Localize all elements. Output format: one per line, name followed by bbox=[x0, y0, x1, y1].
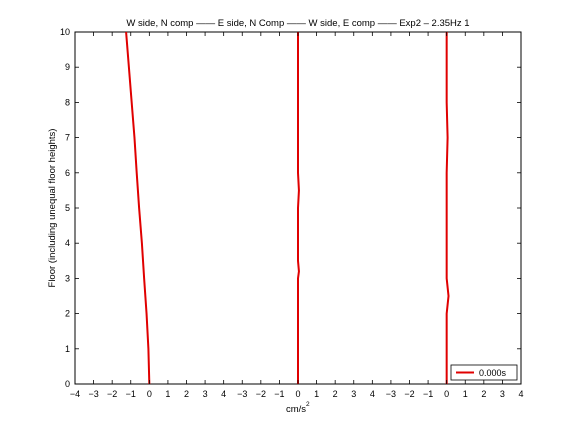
x-tick-label: 0 bbox=[295, 389, 300, 399]
x-axis-label: cm/s 2 bbox=[286, 401, 310, 415]
y-axis-label: Floor (including unequal floor heights) bbox=[47, 129, 58, 288]
x-tick-label: 0 bbox=[147, 389, 152, 399]
y-tick-label: 4 bbox=[65, 238, 70, 248]
x-tick-label: 3 bbox=[500, 389, 505, 399]
x-tick-label: 4 bbox=[370, 389, 375, 399]
x-axis-label-text: cm/s bbox=[286, 404, 306, 415]
x-tick-label: −2 bbox=[256, 389, 266, 399]
y-tick-label: 8 bbox=[65, 97, 70, 107]
series-line-panel-3 bbox=[445, 32, 450, 384]
x-tick-label: −1 bbox=[423, 389, 433, 399]
x-tick-label: 1 bbox=[165, 389, 170, 399]
x-tick-label: 4 bbox=[221, 389, 226, 399]
x-tick-label: 4 bbox=[518, 389, 523, 399]
y-tick-label: 3 bbox=[65, 273, 70, 283]
y-tick-label: 7 bbox=[65, 133, 70, 143]
x-tick-label: 1 bbox=[314, 389, 319, 399]
x-tick-label: −3 bbox=[88, 389, 98, 399]
x-tick-label: −3 bbox=[386, 389, 396, 399]
x-tick-label: 2 bbox=[184, 389, 189, 399]
y-tick-label: 5 bbox=[65, 203, 70, 213]
series-line-panel-2 bbox=[297, 32, 300, 384]
legend: 0.000s bbox=[450, 364, 518, 381]
x-tick-label: −3 bbox=[237, 389, 247, 399]
y-tick-label: 6 bbox=[65, 168, 70, 178]
chart-title: W side, N comp —— E side, N Comp —— W si… bbox=[126, 18, 469, 29]
series-line-panel-1 bbox=[125, 31, 151, 385]
legend-box bbox=[450, 364, 518, 381]
y-tick-label: 2 bbox=[65, 309, 70, 319]
x-tick-label: 0 bbox=[444, 389, 449, 399]
y-tick-label: 1 bbox=[65, 344, 70, 354]
x-tick-label: −1 bbox=[274, 389, 284, 399]
y-tick-label: 9 bbox=[65, 62, 70, 72]
x-tick-label: −1 bbox=[126, 389, 136, 399]
x-axis-label-exponent: 2 bbox=[306, 401, 310, 408]
x-tick-label: 2 bbox=[481, 389, 486, 399]
legend-label: 0.000s bbox=[479, 368, 507, 378]
x-tick-label: 1 bbox=[463, 389, 468, 399]
x-tick-label: −2 bbox=[404, 389, 414, 399]
y-tick-label: 10 bbox=[60, 27, 70, 37]
x-tick-label: 2 bbox=[333, 389, 338, 399]
x-tick-label: 3 bbox=[351, 389, 356, 399]
series-layer bbox=[125, 31, 450, 385]
x-tick-label: −4 bbox=[70, 389, 80, 399]
x-tick-label: −2 bbox=[107, 389, 117, 399]
x-tick-label: 3 bbox=[203, 389, 208, 399]
y-tick-label: 0 bbox=[65, 379, 70, 389]
